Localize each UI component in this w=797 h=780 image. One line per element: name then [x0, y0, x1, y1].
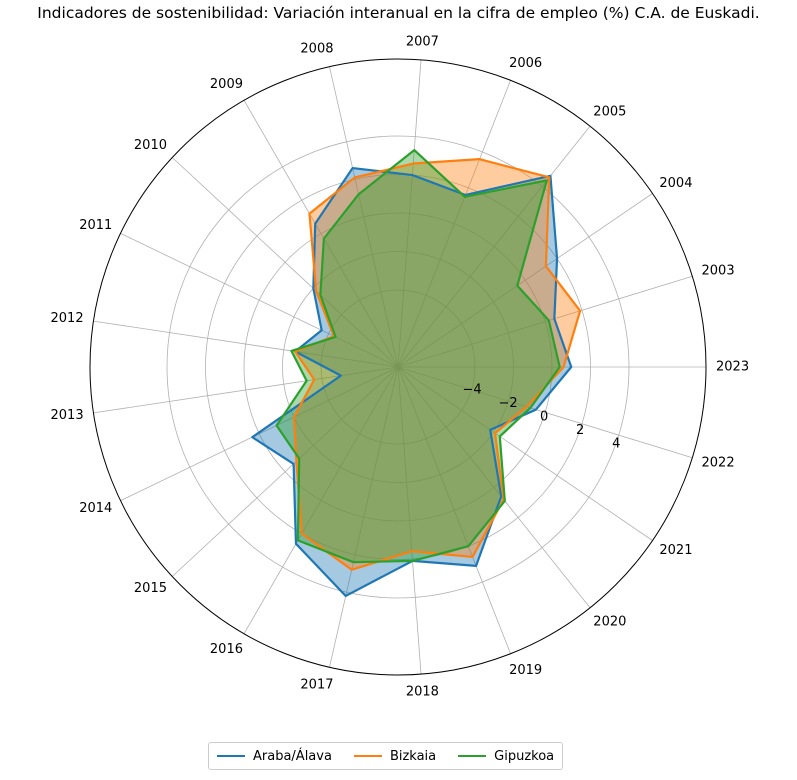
legend-swatch [458, 755, 487, 757]
category-label: 2010 [134, 138, 167, 153]
grid-spoke [243, 100, 399, 368]
grid-spoke [397, 366, 511, 654]
category-label: 2011 [79, 218, 112, 233]
grid-spoke [397, 59, 422, 368]
category-label: 2003 [702, 263, 735, 278]
radial-tick-label: 0 [540, 410, 548, 425]
grid-spoke [397, 366, 653, 541]
grid-spoke [397, 193, 653, 368]
series-line-1 [292, 158, 582, 571]
series-fill-0 [252, 168, 572, 596]
grid-spoke [397, 275, 693, 368]
radial-tick-label: 4 [612, 437, 620, 452]
grid-spoke [397, 366, 422, 675]
category-label: 2006 [509, 56, 542, 71]
grid-spoke [397, 80, 511, 368]
grid-spoke [397, 125, 591, 368]
legend-label: Gipuzkoa [494, 748, 555, 764]
category-label: 2013 [51, 408, 84, 423]
grid-spoke [120, 366, 399, 501]
category-label: 2014 [79, 501, 112, 516]
category-label: 2005 [593, 105, 626, 120]
category-label: 2022 [702, 456, 735, 471]
category-label: 2009 [210, 77, 243, 92]
grid-spoke [397, 366, 591, 609]
series-fill-2 [276, 150, 560, 563]
category-label: 2023 [716, 360, 749, 375]
category-label: 2020 [593, 614, 626, 629]
polar-frame [89, 58, 707, 676]
axis-labels: 2023 2003 2004 2005 2006 2007 2008 2009 2010 2011… [51, 34, 750, 699]
category-label: 2018 [406, 685, 439, 700]
grid-spoke [329, 366, 399, 668]
category-label: 2021 [659, 543, 692, 558]
legend-label: Araba/Álava [253, 748, 332, 764]
series-area [251, 148, 582, 598]
grid-spoke [171, 157, 399, 368]
series-line-0 [251, 166, 573, 598]
category-label: 2012 [51, 311, 84, 326]
category-label: 2019 [509, 663, 542, 678]
grid-spoke [243, 366, 399, 634]
series-line-2 [275, 148, 561, 564]
category-label: 2017 [300, 677, 333, 692]
category-label: 2015 [134, 581, 167, 596]
radial-tick-label: −2 [499, 396, 518, 411]
grid-spoke [93, 320, 399, 368]
series-fill-1 [293, 159, 581, 570]
grid-spoke [120, 233, 399, 368]
radial-tick-label: 2 [576, 423, 584, 438]
legend-item: Bizkaia [353, 748, 437, 764]
legend-item: Gipuzkoa [458, 749, 554, 764]
legend-label: Bizkaia [389, 748, 437, 764]
grid [89, 58, 707, 676]
grid-spoke [93, 366, 399, 414]
chart-title: Indicadores de sostenibilidad: Variación… [37, 4, 760, 22]
category-label: 2004 [659, 176, 692, 191]
legend-swatch [353, 755, 382, 757]
legend: Araba/Álava Bizkaia Gipuzkoa [208, 742, 564, 770]
category-label: 2016 [210, 642, 243, 657]
radial-tick-label: −4 [463, 383, 482, 398]
grid-spoke [329, 66, 399, 368]
grid-spoke [171, 366, 399, 577]
legend-swatch [217, 755, 245, 757]
grid-spoke [397, 366, 693, 459]
legend-item: Araba/Álava [217, 749, 332, 764]
category-label: 2008 [300, 42, 333, 57]
category-label: 2007 [406, 34, 439, 49]
